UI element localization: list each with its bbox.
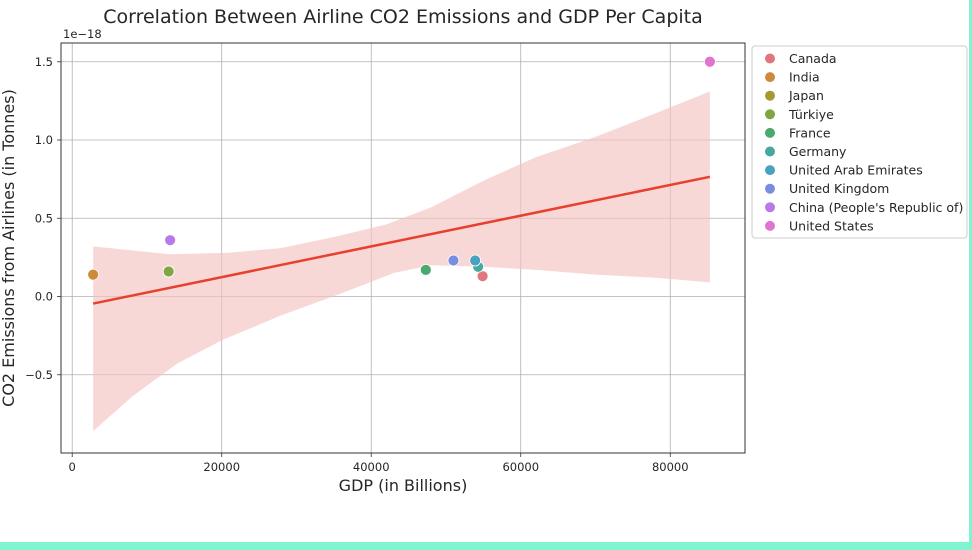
x-tick-label: 80000 bbox=[652, 460, 689, 474]
data-point bbox=[162, 265, 175, 278]
chart-title: Correlation Between Airline CO2 Emission… bbox=[103, 6, 703, 28]
confidence-band-layer bbox=[93, 91, 710, 432]
legend-marker bbox=[765, 146, 775, 157]
legend-marker bbox=[765, 53, 775, 64]
legend-label: India bbox=[789, 70, 820, 85]
legend-marker bbox=[765, 109, 775, 120]
x-tick-label: 20000 bbox=[203, 460, 240, 474]
legend-label: Türkiye bbox=[788, 107, 834, 122]
y-tick-label: 1.5 bbox=[35, 55, 53, 69]
legend-marker bbox=[765, 165, 775, 176]
legend-label: Canada bbox=[789, 51, 837, 66]
window-frame-bottom bbox=[0, 542, 972, 550]
legend: Canada India Japan Türkiye France Germany Unit… bbox=[751, 45, 968, 239]
legend-marker bbox=[765, 127, 775, 138]
legend-label: Japan bbox=[788, 88, 824, 103]
x-tick-label: 40000 bbox=[353, 460, 390, 474]
x-axis-label: GDP (in Billions) bbox=[339, 476, 468, 495]
legend-frame bbox=[751, 45, 968, 239]
y-axis-label: CO2 Emissions from Airlines (in Tonnes) bbox=[0, 89, 18, 407]
legend-marker bbox=[765, 183, 775, 194]
y-tick-label: 0.5 bbox=[35, 211, 53, 225]
x-tick-label: 0 bbox=[69, 460, 76, 474]
legend-marker bbox=[765, 202, 775, 213]
y-tick-label: −0.5 bbox=[25, 368, 53, 382]
data-points-layer bbox=[87, 55, 716, 283]
data-point bbox=[469, 254, 482, 267]
y-tick-label: 1.0 bbox=[35, 133, 53, 147]
regression-line-layer bbox=[92, 175, 711, 305]
legend-marker bbox=[765, 72, 775, 83]
tick-layer: 0 20000 40000 60000 80000 −0.5 0.0 0.5 1.0 1.5 bbox=[25, 55, 688, 474]
legend-marker bbox=[765, 90, 775, 101]
data-point bbox=[87, 268, 100, 281]
data-point bbox=[703, 55, 716, 68]
legend-marker bbox=[765, 220, 775, 231]
x-tick-label: 60000 bbox=[502, 460, 539, 474]
data-point bbox=[447, 254, 460, 267]
legend-label: France bbox=[789, 125, 831, 140]
regression-line bbox=[92, 175, 711, 305]
data-point bbox=[419, 264, 432, 276]
plot-frame bbox=[60, 42, 746, 454]
legend-label: United Kingdom bbox=[789, 181, 889, 196]
confidence-band bbox=[93, 91, 710, 432]
legend-label: United States bbox=[789, 218, 874, 233]
data-point bbox=[164, 234, 177, 247]
legend-label: United Arab Emirates bbox=[789, 163, 923, 178]
data-point bbox=[476, 270, 489, 283]
legend-label: Germany bbox=[789, 144, 847, 159]
y-tick-label: 0.0 bbox=[35, 290, 53, 304]
y-offset-label: 1e−18 bbox=[63, 27, 102, 41]
window-frame-right bbox=[969, 0, 972, 550]
legend-label: China (People's Republic of) bbox=[789, 200, 963, 215]
